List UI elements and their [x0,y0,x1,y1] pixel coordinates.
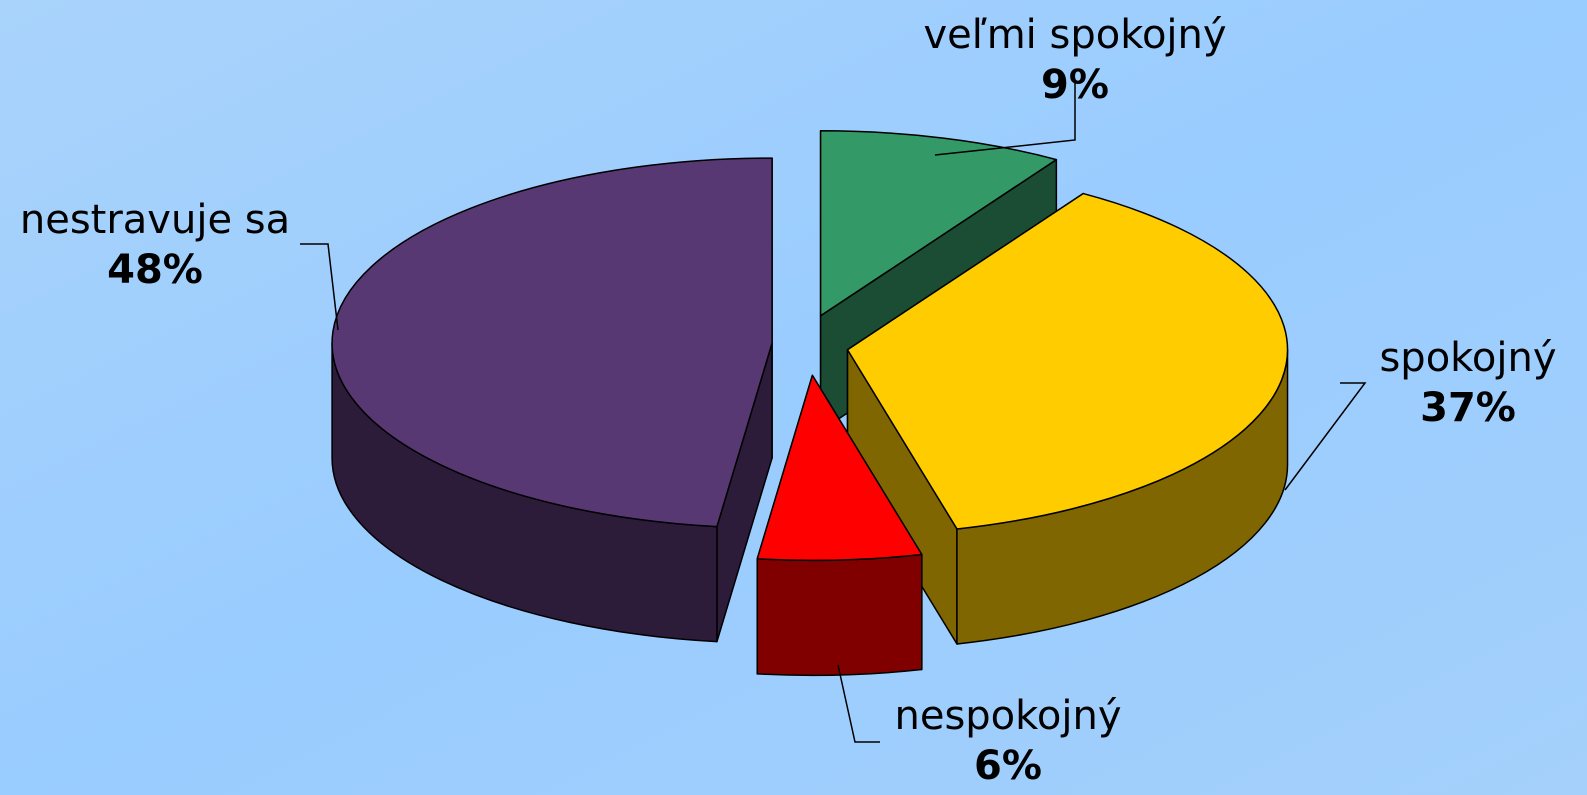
leader-line [934,80,1076,156]
slice-label: nestravuje sa [20,197,290,243]
slice [331,157,773,528]
value-label: 9% [1041,62,1109,108]
slice-label: spokojný [1379,335,1556,381]
value-label: 37% [1420,385,1516,431]
leader-line [300,243,339,331]
slice-side [756,553,923,677]
slice-label: veľmi spokojný [923,12,1226,58]
value-label: 6% [974,743,1042,789]
leader-line [837,664,880,743]
slice [819,130,1058,317]
slice-label: nespokojný [894,693,1121,739]
slice [756,374,923,562]
slice [846,192,1289,530]
value-label: 48% [107,247,203,293]
leader-line [1284,382,1367,491]
